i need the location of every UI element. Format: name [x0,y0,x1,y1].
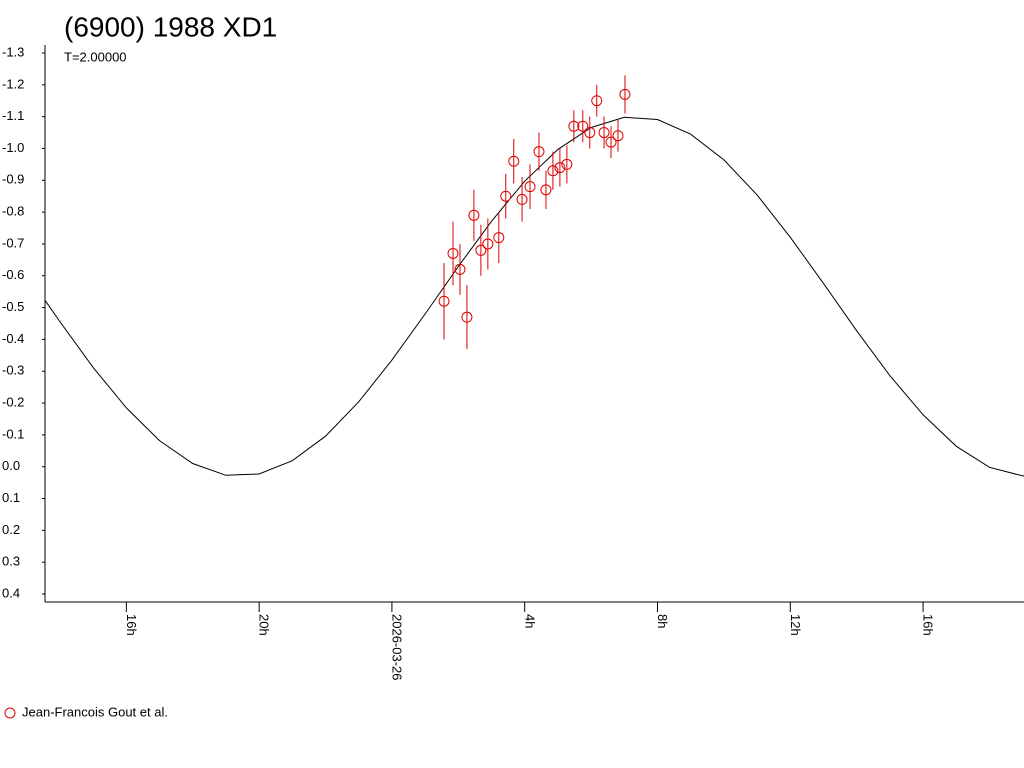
chart-subtitle: T=2.00000 [64,49,127,64]
data-point [547,165,559,177]
x-tick-label: 12h [788,614,803,636]
data-point [605,136,617,148]
y-tick-label: -0.6 [2,267,24,282]
data-point [438,295,450,307]
data-point [508,155,520,167]
x-tick-label: 16h [921,614,936,636]
data-point [468,209,480,221]
model-curve [44,116,1024,477]
y-tick-label: -0.3 [2,363,24,378]
y-tick-label: -0.1 [2,426,24,441]
data-point [533,146,545,158]
data-point [447,247,459,259]
data-point [516,193,528,205]
data-point [612,130,624,142]
data-point [500,190,512,202]
data-point [554,162,566,174]
data-point [524,181,536,193]
y-tick-label: -0.9 [2,172,24,187]
data-point [561,158,573,170]
data-point [598,127,610,139]
chart-title: (6900) 1988 XD1 [64,11,277,42]
data-point [584,127,596,139]
data-point [577,120,589,132]
y-tick-label: -0.5 [2,299,24,314]
x-tick-label: 16h [124,614,139,636]
y-tick-label: -0.7 [2,235,24,250]
data-point [461,311,473,323]
data-point [475,244,487,256]
x-tick-label: 2026-03-26 [389,614,404,681]
y-tick-label: -0.4 [2,331,24,346]
data-point [591,95,603,107]
y-tick-label: -1.3 [2,44,24,59]
y-tick-label: 0.0 [2,458,20,473]
y-tick-label: -0.2 [2,394,24,409]
data-point [619,88,631,100]
y-tick-label: 0.1 [2,490,20,505]
y-tick-label: -1.0 [2,140,24,155]
data-point [454,263,466,275]
data-point [482,238,494,250]
data-point [493,232,505,244]
data-point [568,120,580,132]
y-tick-label: 0.4 [2,585,20,600]
x-tick-label: 8h [655,614,670,628]
y-tick-label: 0.3 [2,554,20,569]
legend-marker [4,707,16,719]
x-tick-label: 20h [257,614,272,636]
y-tick-label: -0.8 [2,204,24,219]
data-point [540,184,552,196]
x-tick-label: 4h [522,614,537,628]
y-tick-label: 0.2 [2,522,20,537]
legend-label: Jean-Francois Gout et al. [22,704,168,719]
y-tick-label: -1.2 [2,76,24,91]
y-tick-label: -1.1 [2,108,24,123]
